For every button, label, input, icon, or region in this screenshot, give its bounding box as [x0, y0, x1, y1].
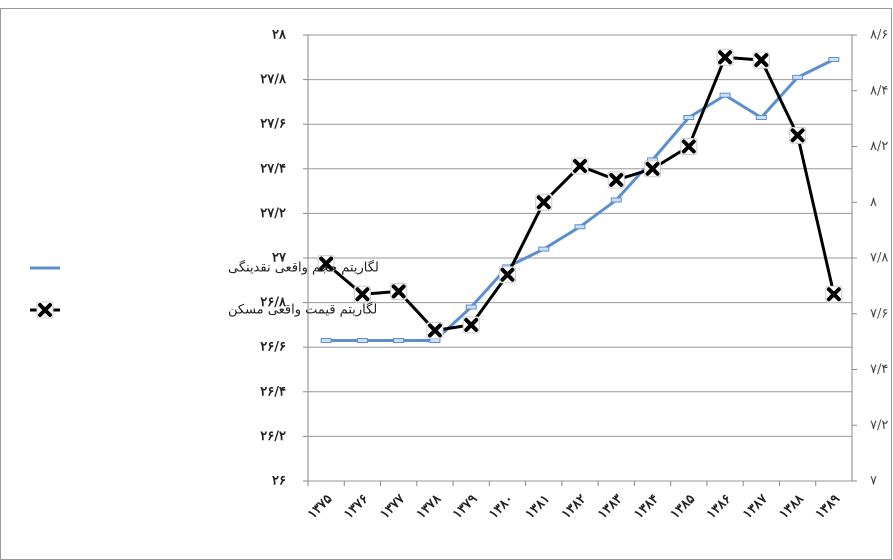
marker-x: [573, 159, 587, 174]
legend-label: لگاریتم قیمت واقعی مسکن: [228, 302, 377, 318]
marker-x: [319, 256, 334, 271]
marker-x: [790, 128, 805, 143]
marker-x: [464, 317, 479, 332]
y2-tick-label: ۷/۴: [870, 362, 888, 377]
x-tick-label: ۱۳۸۷: [740, 491, 771, 522]
marker-x: [38, 303, 52, 317]
point-marker: [462, 316, 480, 334]
marker-x: [427, 323, 442, 338]
x-tick-label: ۱۳۸۰: [486, 492, 516, 522]
point-marker: [498, 266, 516, 284]
y-tick-label: ۲۶/۴: [260, 384, 286, 399]
point-marker: [789, 126, 807, 144]
x-tick-label: ۱۳۸۳: [595, 492, 625, 522]
point-marker: [607, 171, 625, 189]
x-tick-label: ۱۳۸۴: [631, 492, 661, 522]
point-marker: [356, 338, 368, 344]
marker-x: [355, 287, 370, 302]
marker-x: [609, 172, 624, 187]
point-marker: [683, 115, 695, 121]
x-tick-label: ۱۳۸۱: [523, 492, 553, 522]
point-marker: [393, 338, 405, 344]
point-marker: [719, 92, 731, 98]
y2-tick-label: ۸/۴: [870, 83, 888, 98]
x-tick-label: ۱۳۷۷: [378, 491, 409, 522]
point-marker: [680, 138, 698, 155]
y-tick-label: ۲۷: [272, 251, 287, 266]
y-tick-label: ۲۷/۸: [260, 72, 287, 87]
point-marker: [535, 193, 553, 211]
point-marker: [538, 246, 550, 252]
x-tick-label: ۱۳۸۹: [813, 492, 843, 522]
x-tick-label: ۱۳۷۹: [450, 492, 480, 522]
y-tick-label: ۲۶/۸: [260, 295, 287, 310]
x-tick-label: ۱۳۸۲: [559, 492, 589, 522]
point-marker: [752, 51, 770, 69]
point-marker: [465, 304, 477, 310]
marker-x: [754, 53, 769, 68]
chart-border: [0, 8, 892, 560]
x-tick-label: ۱۳۷۵: [305, 492, 335, 522]
point-marker: [716, 48, 734, 66]
y2-tick-label: ۸/۲: [870, 139, 888, 154]
y-tick-label: ۲۶/۲: [260, 429, 286, 444]
marker-x: [718, 50, 733, 65]
point-marker: [317, 255, 335, 273]
x-tick-label: ۱۳۷۸: [414, 491, 445, 522]
y2-tick-label: ۸: [870, 195, 877, 210]
marker-x: [645, 161, 660, 176]
x-tick-label: ۱۳۸۸: [777, 491, 808, 522]
legend-marker: [36, 301, 54, 319]
point-marker: [755, 115, 767, 121]
x-tick-label: ۱۳۸۶: [704, 492, 734, 522]
y-tick-label: ۲۶/۶: [260, 340, 286, 355]
point-marker: [644, 160, 662, 178]
y2-tick-label: ۷/۶: [870, 306, 888, 321]
point-marker: [828, 57, 840, 63]
legend-label: لگاریتم حجم واقعی نقدینگی: [228, 260, 379, 276]
point-marker: [320, 338, 332, 344]
point-marker: [571, 157, 589, 175]
y2-tick-label: ۸/۶: [870, 28, 888, 43]
marker-x: [681, 139, 696, 154]
y-tick-label: ۲۷/۲: [260, 206, 286, 221]
marker-x: [536, 195, 551, 210]
point-marker: [610, 197, 622, 203]
y-tick-label: ۲۷/۶: [260, 117, 286, 132]
y-tick-label: ۲۷/۴: [260, 161, 286, 176]
point-marker: [792, 74, 804, 80]
y2-tick-label: ۷/۸: [870, 251, 888, 266]
x-tick-label: ۱۳۷۶: [341, 492, 371, 522]
y-tick-label: ۲۶: [272, 474, 286, 489]
marker-x: [826, 287, 841, 302]
point-marker: [426, 321, 444, 339]
y2-tick-label: ۷: [870, 474, 877, 489]
point-marker: [353, 285, 371, 303]
y2-tick-label: ۷/۲: [870, 418, 888, 433]
marker-x: [391, 284, 406, 299]
x-tick-label: ۱۳۸۵: [668, 492, 698, 522]
y-tick-label: ۲۸: [272, 28, 287, 43]
point-marker: [574, 224, 586, 230]
point-marker: [390, 282, 408, 300]
marker-x: [500, 267, 515, 282]
point-marker: [429, 338, 441, 344]
point-marker: [825, 285, 843, 303]
